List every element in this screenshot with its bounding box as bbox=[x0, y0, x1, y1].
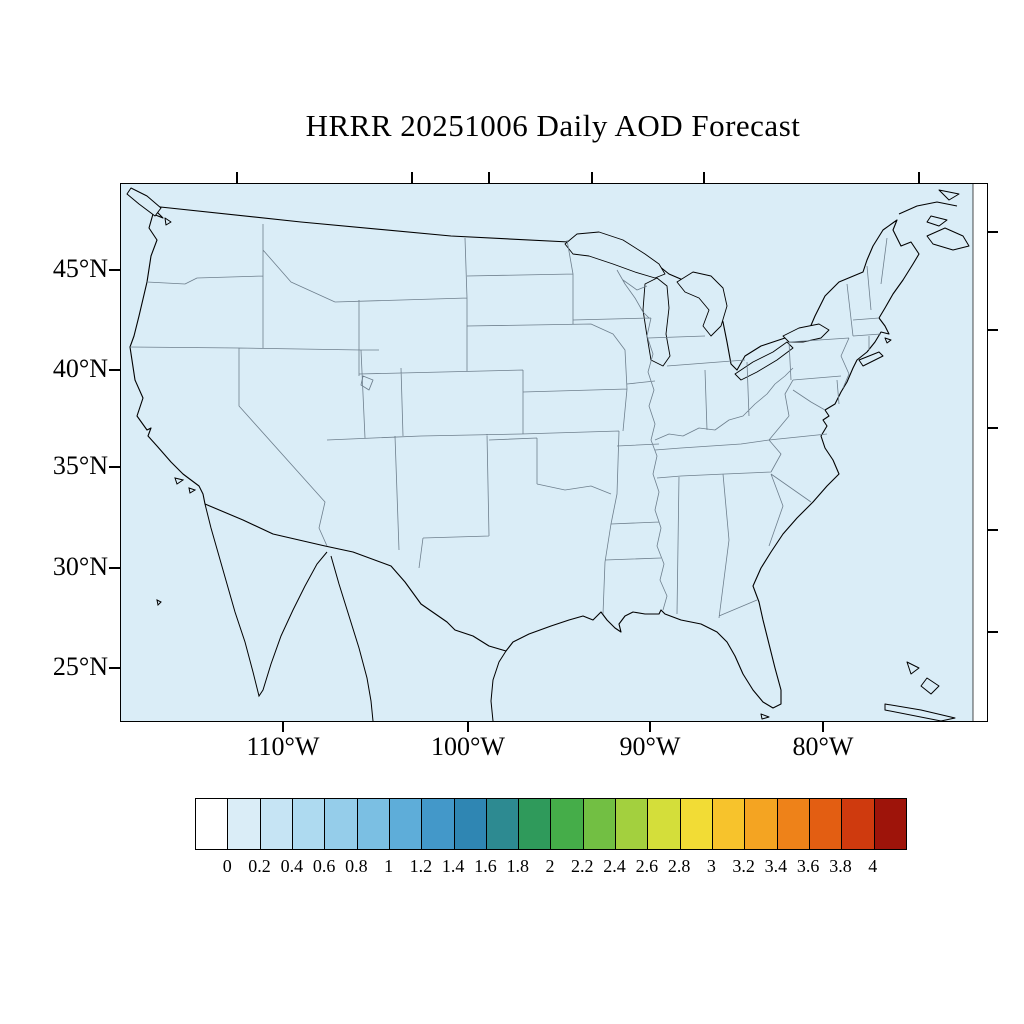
top-tick bbox=[488, 172, 490, 183]
lat-label: 25°N bbox=[52, 652, 108, 681]
top-tick bbox=[918, 172, 920, 183]
colorbar-cell-16 bbox=[713, 799, 746, 849]
colorbar-label: 2.8 bbox=[667, 856, 691, 876]
colorbar-label: 3.6 bbox=[796, 856, 820, 876]
nova-scotia bbox=[926, 227, 970, 251]
right-tick bbox=[987, 231, 998, 233]
lat-label: 40°N bbox=[52, 354, 108, 383]
great-lakes bbox=[360, 231, 830, 391]
forecast-map bbox=[120, 183, 988, 722]
top-tick bbox=[703, 172, 705, 183]
colorbar-label: 1.2 bbox=[409, 856, 433, 876]
colorbar-cell-2 bbox=[260, 799, 293, 849]
colorbar-cell-7 bbox=[422, 799, 455, 849]
lon-label: 90°W bbox=[619, 732, 681, 761]
colorbar-cell-21 bbox=[874, 799, 906, 849]
colorbar-cell-13 bbox=[616, 799, 649, 849]
top-tick bbox=[411, 172, 413, 183]
colorbar-cell-8 bbox=[454, 799, 487, 849]
colorbar-cell-19 bbox=[809, 799, 843, 849]
colorbar-label: 0.2 bbox=[248, 856, 271, 876]
lon-label: 80°W bbox=[792, 732, 854, 761]
colorbar-cell-1 bbox=[228, 799, 261, 849]
map-canvas bbox=[121, 184, 987, 721]
top-tick bbox=[236, 172, 238, 183]
colorbar-label: 1.6 bbox=[474, 856, 497, 876]
aod-colorbar bbox=[195, 798, 907, 850]
colorbar-cell-10 bbox=[519, 799, 552, 849]
bottom-tick bbox=[822, 721, 824, 732]
mexico-coastlines bbox=[156, 477, 507, 721]
colorbar-cell-18 bbox=[777, 799, 810, 849]
colorbar-label: 2.2 bbox=[571, 856, 594, 876]
lon-label: 110°W bbox=[246, 732, 320, 761]
colorbar-label: 0.4 bbox=[280, 856, 304, 876]
colorbar-label: 2.6 bbox=[635, 856, 659, 876]
lon-label: 100°W bbox=[431, 732, 505, 761]
lat-label: 35°N bbox=[52, 451, 108, 480]
left-tick bbox=[109, 466, 120, 468]
colorbar-cell-20 bbox=[842, 799, 875, 849]
great-salt-lake bbox=[360, 375, 374, 391]
bahamas bbox=[906, 661, 920, 675]
right-tick bbox=[987, 329, 998, 331]
colorbar-label: 0.8 bbox=[345, 856, 368, 876]
left-tick bbox=[109, 567, 120, 569]
data-edge-strip bbox=[973, 184, 987, 721]
left-tick bbox=[109, 369, 120, 371]
andros-island bbox=[920, 677, 940, 695]
vancouver-island bbox=[126, 187, 162, 217]
colorbar-label: 1.8 bbox=[506, 856, 529, 876]
left-tick bbox=[109, 269, 120, 271]
colorbar-label: 1 bbox=[384, 856, 394, 876]
continent-outline bbox=[129, 205, 920, 709]
page-title: HRRR 20251006 Daily AOD Forecast bbox=[305, 108, 801, 143]
top-tick bbox=[591, 172, 593, 183]
colorbar-cell-0 bbox=[196, 799, 229, 849]
colorbar-label: 2.4 bbox=[603, 856, 626, 876]
left-tick bbox=[109, 667, 120, 669]
colorbar-cell-6 bbox=[389, 799, 423, 849]
colorbar-cell-5 bbox=[357, 799, 390, 849]
colorbar-label: 0 bbox=[222, 856, 232, 876]
colorbar-label: 2 bbox=[545, 856, 555, 876]
lake-erie bbox=[734, 341, 794, 381]
right-tick bbox=[987, 529, 998, 531]
bottom-tick bbox=[649, 721, 651, 732]
bottom-tick bbox=[467, 721, 469, 732]
colorbar-label: 1.4 bbox=[441, 856, 465, 876]
colorbar-label: 3.2 bbox=[732, 856, 755, 876]
colorbar-label: 4 bbox=[868, 856, 878, 876]
lake-superior bbox=[564, 231, 666, 279]
colorbar-cell-9 bbox=[486, 799, 520, 849]
colorbar-tick-labels: 0 0.2 0.4 0.6 0.8 1 1.2 1.4 1.6 1.8 2 2.2 2.4 2.6 2.8 3… bbox=[195, 856, 905, 880]
colorbar-cell-15 bbox=[680, 799, 713, 849]
prince-edward-island bbox=[926, 215, 948, 227]
colorbar-label: 3.8 bbox=[829, 856, 852, 876]
colorbar-cell-14 bbox=[648, 799, 681, 849]
cuba bbox=[884, 703, 956, 721]
colorbar-cell-12 bbox=[583, 799, 617, 849]
state-borders bbox=[129, 224, 888, 619]
colorbar-cell-11 bbox=[551, 799, 584, 849]
florida-keys bbox=[760, 713, 770, 720]
colorbar-label: 0.6 bbox=[312, 856, 336, 876]
bottom-tick bbox=[282, 721, 284, 732]
colorbar-cell-17 bbox=[745, 799, 778, 849]
lat-label: 45°N bbox=[52, 254, 108, 283]
right-tick bbox=[987, 631, 998, 633]
colorbar-cell-4 bbox=[325, 799, 358, 849]
right-tick bbox=[987, 427, 998, 429]
colorbar-label: 3 bbox=[706, 856, 716, 876]
caribbean-islands bbox=[760, 661, 956, 721]
lake-huron bbox=[676, 271, 728, 337]
colorbar-cell-3 bbox=[292, 799, 326, 849]
anticosti-island bbox=[938, 189, 960, 201]
lat-label: 30°N bbox=[52, 552, 108, 581]
colorbar-label: 3.4 bbox=[764, 856, 788, 876]
canada-coastlines bbox=[126, 187, 970, 367]
long-island bbox=[858, 351, 884, 367]
